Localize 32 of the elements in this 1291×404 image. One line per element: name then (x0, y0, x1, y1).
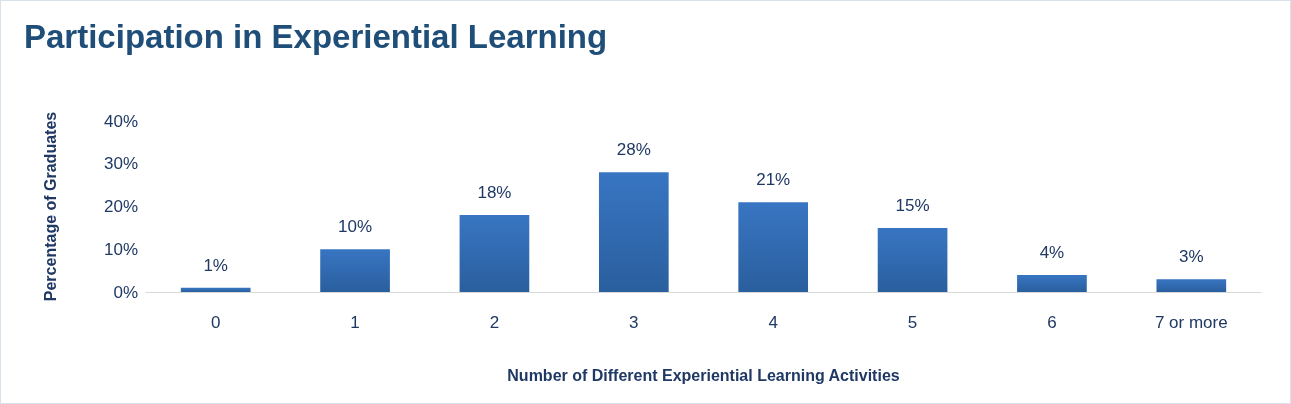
bar (180, 287, 251, 292)
y-tick-label: 0% (113, 282, 138, 302)
x-tick-label: 2 (489, 313, 500, 332)
y-tick-label: 10% (103, 239, 138, 259)
data-label: 10% (338, 217, 373, 237)
data-label: 18% (477, 183, 512, 203)
y-axis-title: Percentage of Graduates (41, 111, 59, 302)
data-label: 3% (1179, 247, 1204, 267)
bar (738, 202, 809, 292)
data-label: 4% (1039, 242, 1065, 262)
y-tick-label: 30% (103, 154, 138, 174)
x-tick-label: 3 (629, 313, 639, 332)
x-tick-label: 7 or more (1154, 313, 1228, 332)
x-tick-label: 5 (907, 313, 918, 332)
data-label: 21% (756, 170, 791, 190)
bar (1017, 274, 1087, 292)
data-label: 1% (203, 255, 228, 275)
x-tick-label: 4 (768, 313, 778, 332)
bar (598, 172, 669, 292)
y-tick-label: 20% (103, 197, 138, 216)
bar (877, 227, 948, 292)
x-tick-label: 6 (1047, 313, 1057, 332)
bar (1156, 279, 1227, 292)
x-axis-title: Number of Different Experiential Learning Activities (507, 366, 900, 384)
x-tick-label: 1 (350, 313, 360, 332)
x-tick-label: 0 (210, 313, 221, 332)
y-tick-label: 40% (103, 111, 138, 131)
chart-title: Participation in Experiential Learning (24, 18, 608, 55)
data-label: 28% (616, 140, 651, 160)
bar (320, 249, 390, 292)
bar (459, 215, 530, 292)
data-label: 15% (895, 195, 930, 215)
